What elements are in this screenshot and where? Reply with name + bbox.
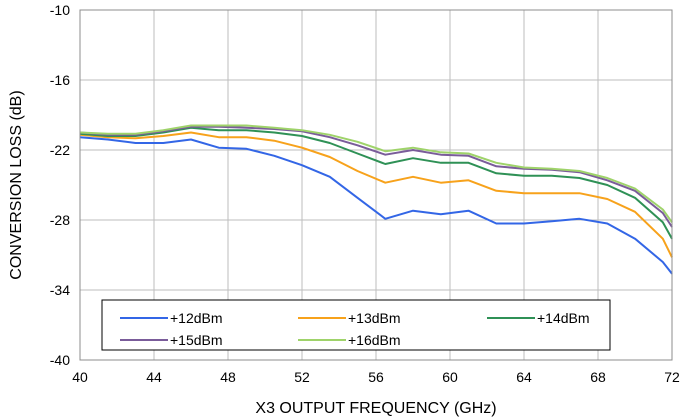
legend-label: +15dBm [170, 332, 223, 348]
x-tick-label: 56 [368, 369, 384, 385]
x-tick-label: 72 [664, 369, 680, 385]
x-tick-label: 64 [516, 369, 532, 385]
series-lines [79, 124, 673, 275]
series-line [79, 131, 673, 258]
x-tick-label: 60 [442, 369, 458, 385]
legend-label: +16dBm [348, 332, 401, 348]
legend: +12dBm +13dBm +14dBm +15dBm +16dBm [101, 299, 611, 351]
legend-item: +12dBm [120, 310, 223, 326]
legend-label: +12dBm [170, 310, 223, 326]
legend-box [101, 299, 611, 351]
y-tick-label: -22 [50, 142, 70, 158]
x-axis-label: X3 OUTPUT FREQUENCY (GHz) [255, 400, 496, 417]
series-line [79, 124, 673, 223]
x-tick-label: 40 [72, 369, 88, 385]
x-tick-label: 68 [590, 369, 606, 385]
x-tick-label: 52 [294, 369, 310, 385]
series-line [79, 136, 673, 275]
y-axis-ticks: -40 -34 -28 -22 -16 -10 [50, 2, 70, 368]
legend-item: +14dBm [487, 310, 590, 326]
legend-label: +14dBm [537, 310, 590, 326]
legend-item: +16dBm [298, 332, 401, 348]
y-tick-label: -10 [50, 2, 70, 18]
plot-area-frame [79, 9, 673, 361]
y-tick-label: -28 [50, 212, 70, 228]
legend-item: +13dBm [298, 310, 401, 326]
y-tick-label: -16 [50, 72, 70, 88]
legend-item: +15dBm [120, 332, 223, 348]
x-tick-label: 44 [146, 369, 162, 385]
x-axis-ticks: 40 44 48 52 56 60 64 68 72 [72, 369, 680, 385]
series-line [79, 126, 673, 240]
y-tick-label: -34 [50, 282, 70, 298]
x-tick-label: 48 [220, 369, 236, 385]
legend-label: +13dBm [348, 310, 401, 326]
series-line [79, 125, 673, 228]
y-tick-label: -40 [50, 352, 70, 368]
y-axis-label: CONVERSION LOSS (dB) [8, 90, 25, 279]
